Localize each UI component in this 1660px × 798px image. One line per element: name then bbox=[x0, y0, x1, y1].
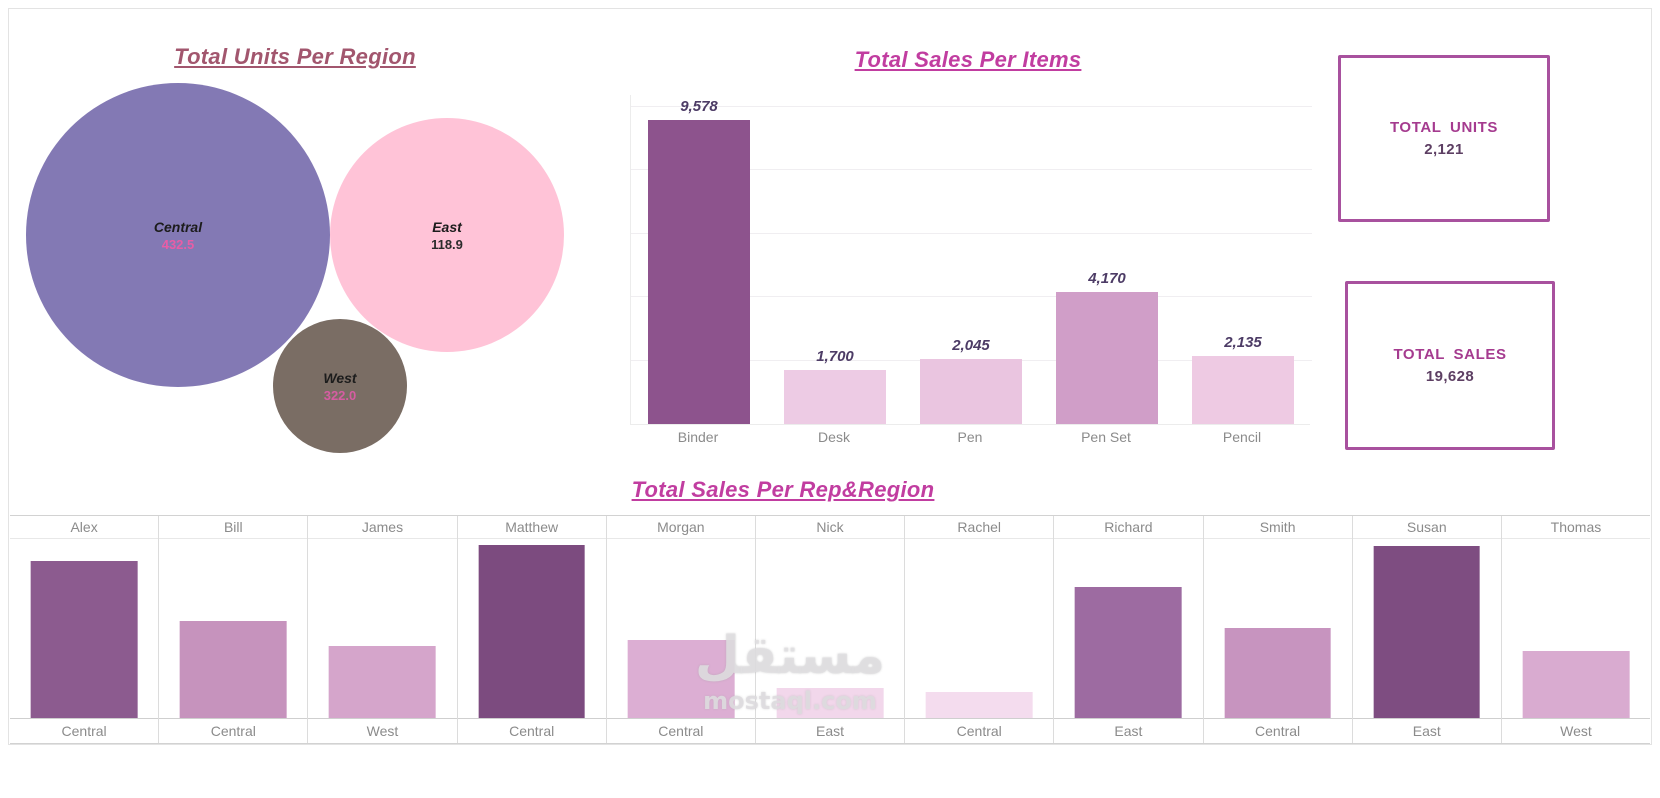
items-bar-value-label: 2,045 bbox=[952, 337, 990, 354]
items-bar-value-label: 1,700 bbox=[816, 348, 854, 365]
rep-plot-area bbox=[1502, 539, 1650, 718]
items-category-label: Binder bbox=[677, 429, 719, 445]
rep-region-label: East bbox=[1352, 718, 1501, 743]
rep-plot-area bbox=[905, 539, 1053, 718]
items-gridline bbox=[631, 169, 1312, 171]
bubble-value-label: 432.5 bbox=[161, 236, 195, 252]
kpi-total-units: TOTAL UNITS 2,121 bbox=[1338, 55, 1550, 222]
rep-plot-area bbox=[308, 539, 456, 718]
rep-region-label: Central bbox=[606, 718, 755, 743]
items-bar-value-label: 9,578 bbox=[680, 98, 718, 115]
rep-bar-alex[interactable] bbox=[30, 561, 138, 718]
rep-panel-alex: Alex Central bbox=[10, 516, 160, 743]
rep-name-label: Matthew bbox=[457, 516, 606, 539]
items-bar-value-label: 2,135 bbox=[1224, 334, 1262, 351]
items-categories: Binder Desk Pen Pen Set Pencil bbox=[630, 429, 1310, 451]
rep-name-label: Susan bbox=[1352, 516, 1501, 539]
rep-panel-james: James West bbox=[308, 516, 458, 743]
rep-name-label: Rachel bbox=[905, 516, 1054, 539]
rep-panel-richard: Richard East bbox=[1054, 516, 1204, 743]
rep-region-label: Central bbox=[159, 718, 308, 743]
rep-panel-susan: Susan East bbox=[1352, 516, 1502, 743]
rep-bar-james[interactable] bbox=[329, 645, 436, 718]
bubble-west[interactable]: West 322.0 bbox=[273, 319, 407, 453]
rep-bar-richard[interactable] bbox=[1075, 587, 1182, 718]
rep-name-label: James bbox=[308, 516, 457, 539]
items-bar-pen[interactable] bbox=[920, 359, 1022, 424]
bubble-plot: Central 432.5 East 118.9 West 322.0 bbox=[10, 75, 620, 465]
bubble-region-label: Central bbox=[153, 218, 203, 235]
items-gridline bbox=[631, 105, 1312, 107]
rep-name-label: Bill bbox=[159, 516, 308, 539]
rep-bar-smith[interactable] bbox=[1224, 627, 1331, 718]
rep-bar-bill[interactable] bbox=[179, 620, 287, 718]
rep-panel-bill: Bill Central bbox=[159, 516, 309, 743]
bubble-region-label: East bbox=[432, 218, 462, 235]
items-bar-pencil[interactable] bbox=[1192, 356, 1294, 424]
rep-panel-nick: Nick East bbox=[755, 516, 906, 743]
rep-bar-matthew[interactable] bbox=[478, 544, 585, 718]
rep-panel-thomas: Thomas West bbox=[1501, 516, 1651, 743]
kpi-sales-value: 19,628 bbox=[1425, 368, 1475, 385]
rep-plot-area bbox=[756, 539, 904, 718]
bubble-value-label: 118.9 bbox=[431, 236, 463, 252]
rep-bar-susan[interactable] bbox=[1373, 545, 1481, 718]
rep-region-label: East bbox=[755, 718, 905, 743]
rep-name-label: Thomas bbox=[1501, 516, 1651, 539]
rep-plot-area bbox=[607, 539, 755, 718]
rep-name-label: Nick bbox=[755, 516, 905, 539]
rep-name-label: Morgan bbox=[606, 516, 755, 539]
items-chart-title: Total Sales Per Items bbox=[854, 47, 1082, 72]
rep-region-label: Central bbox=[1203, 718, 1352, 743]
items-plot: 9,578 1,700 2,045 4,170 2,135 bbox=[630, 95, 1312, 425]
rep-panel-matthew: Matthew Central bbox=[457, 516, 607, 743]
bubble-chart-title: Total Units Per Region bbox=[174, 44, 416, 69]
bubble-central[interactable]: Central 432.5 bbox=[26, 83, 330, 387]
bubble-east[interactable]: East 118.9 bbox=[330, 118, 564, 352]
rep-region-label: West bbox=[308, 718, 457, 743]
kpi-units-value: 2,121 bbox=[1424, 141, 1464, 158]
rep-region-label: West bbox=[1501, 718, 1651, 743]
rep-name-label: Alex bbox=[10, 516, 159, 539]
bubble-region-label: West bbox=[323, 369, 357, 386]
rep-plot-area bbox=[1204, 539, 1352, 718]
items-category-label: Pen Set bbox=[1081, 429, 1131, 445]
rep-panel-rachel: Rachel Central bbox=[905, 516, 1055, 743]
items-bar-value-label: 4,170 bbox=[1088, 270, 1126, 287]
items-bar-desk[interactable] bbox=[784, 370, 886, 424]
items-gridline bbox=[631, 296, 1312, 298]
kpi-units-label: TOTAL UNITS bbox=[1389, 119, 1499, 136]
rep-chart-title: Total Sales Per Rep&Region bbox=[631, 477, 935, 502]
items-gridline bbox=[631, 232, 1312, 234]
rep-region-label: Central bbox=[905, 718, 1054, 743]
rep-bar-thomas[interactable] bbox=[1522, 650, 1630, 718]
items-bar-binder[interactable] bbox=[648, 120, 750, 424]
rep-bar-morgan[interactable] bbox=[627, 640, 735, 718]
rep-panel-morgan: Morgan Central bbox=[606, 516, 756, 743]
items-category-label: Desk bbox=[818, 429, 850, 445]
kpi-total-sales: TOTAL SALES 19,628 bbox=[1345, 281, 1555, 450]
items-category-label: Pencil bbox=[1222, 429, 1262, 445]
rep-plot-area bbox=[159, 539, 307, 718]
rep-region-label: Central bbox=[457, 718, 606, 743]
rep-bar-nick[interactable] bbox=[776, 687, 884, 718]
rep-panel-smith: Smith Central bbox=[1203, 516, 1353, 743]
rep-chart: Alex Central Bill Central James West Matthew Ce… bbox=[10, 515, 1651, 744]
items-category-label: Pen bbox=[957, 429, 983, 445]
bubble-value-label: 322.0 bbox=[323, 387, 357, 403]
rep-region-label: East bbox=[1054, 718, 1203, 743]
rep-region-label: Central bbox=[10, 718, 159, 743]
rep-plot-area bbox=[10, 539, 158, 718]
rep-plot-area bbox=[458, 539, 606, 718]
rep-bar-rachel[interactable] bbox=[925, 691, 1033, 718]
items-bar-pen-set[interactable] bbox=[1056, 292, 1158, 424]
rep-plot-area bbox=[1054, 539, 1202, 718]
kpi-sales-label: TOTAL SALES bbox=[1393, 346, 1507, 363]
rep-plot-area bbox=[1353, 539, 1501, 718]
rep-name-label: Smith bbox=[1203, 516, 1352, 539]
rep-name-label: Richard bbox=[1054, 516, 1203, 539]
